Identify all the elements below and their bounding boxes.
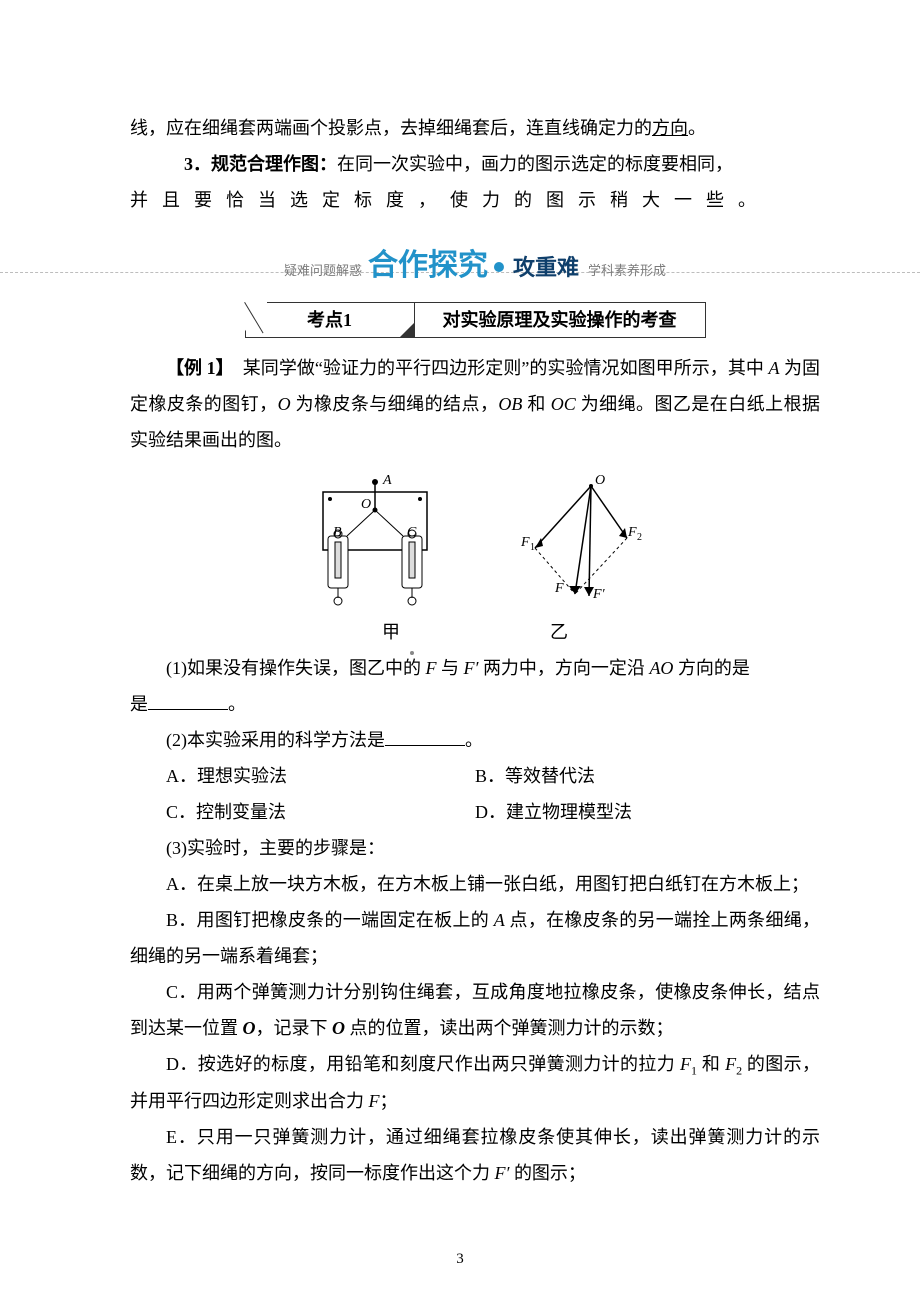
kaodian-badge: 考点1 [245, 302, 415, 338]
t: 和 [697, 1054, 725, 1074]
q2-opt-B: B．等效替代法 [475, 758, 820, 794]
var-O: O [332, 1018, 345, 1038]
q2-num: (2) [166, 730, 187, 750]
section-banner: 疑难问题解惑 合作探究 攻重难 学科素养形成 [130, 232, 820, 278]
t: 和 [522, 394, 550, 414]
t: 两力中，方向一定沿 [478, 658, 649, 678]
t-under: 方向 [652, 118, 688, 138]
q3-D: D．按选好的标度，用铅笔和刻度尺作出两只弹簧测力计的拉力 F1 和 F2 的图示… [130, 1046, 820, 1119]
kaodian-row: 考点1 对实验原理及实验操作的考查 [130, 302, 820, 338]
var-OC: OC [551, 394, 576, 414]
t: ； [380, 1091, 398, 1111]
badge-text: 考点1 [307, 302, 352, 338]
figure-yi: O F1 F2 F F′ [515, 470, 645, 610]
kaodian-title: 对实验原理及实验操作的考查 [415, 302, 706, 338]
t: 点的位置，读出两个弹簧测力计的示数； [345, 1018, 674, 1038]
badge-cut [245, 302, 267, 338]
figure-jia: A O B C [305, 470, 445, 610]
page: 线，应在细绳套两端画个投影点，去掉细绳套后，连直线确定力的方向。 3．规范合理作… [0, 0, 920, 1302]
svg-text:F: F [627, 525, 637, 540]
label: 3．规范合理作图： [184, 154, 337, 174]
q1: (1)如果没有操作失误，图乙中的 F 与 F′ 两力中，方向一定沿 AO 方向的… [130, 650, 820, 686]
blank[interactable] [385, 727, 465, 746]
t: 某同学做“验证力的平行四边形定则”的实验情况如图甲所示，其中 [243, 358, 769, 378]
t: 如果没有操作失误，图乙中的 [187, 658, 426, 678]
var-F2: F [725, 1054, 736, 1074]
t: 本实验采用的科学方法是 [187, 730, 385, 750]
svg-text:F′: F′ [592, 587, 606, 602]
svg-text:1: 1 [530, 542, 535, 553]
q2: (2)本实验采用的科学方法是 。 [130, 722, 820, 758]
q2-opt-A: A．理想实验法 [130, 758, 475, 794]
intro-line-1: 线，应在细绳套两端画个投影点，去掉细绳套后，连直线确定力的方向。 [130, 110, 820, 146]
svg-text:2: 2 [637, 532, 642, 543]
t: 。 [688, 118, 706, 138]
svg-text:A: A [382, 473, 392, 488]
svg-text:O: O [361, 497, 371, 512]
q3-A: A．在桌上放一块方木板，在方木板上铺一张白纸，用图钉把白纸钉在方木板上； [130, 866, 820, 902]
q2-opt-C: C．控制变量法 [130, 794, 475, 830]
figure-captions: 甲 乙 [130, 614, 820, 650]
t: 线，应在细绳套两端画个投影点，去掉细绳套后，连直线确定力的 [130, 118, 652, 138]
q3-E: E．只用一只弹簧测力计，通过细绳套拉橡皮条使其伸长，读出弹簧测力计的示数，记下细… [130, 1119, 820, 1191]
banner-mid: 攻重难 [513, 246, 579, 290]
q1-num: (1) [166, 658, 187, 678]
q2-options-row1: A．理想实验法 B．等效替代法 [130, 758, 820, 794]
q2-options-row2: C．控制变量法 D．建立物理模型法 [130, 794, 820, 830]
t: 实验时，主要的步骤是： [187, 838, 385, 858]
banner-right-small: 学科素养形成 [588, 258, 666, 284]
t: ，记录下 [256, 1018, 333, 1038]
t: 。 [465, 730, 483, 750]
var-O: O [243, 1018, 256, 1038]
var-A: A [494, 910, 505, 930]
t: 。 [228, 694, 246, 714]
var-O: O [278, 394, 291, 414]
intro-item-3: 3．规范合理作图：在同一次实验中，画力的图示选定的标度要相同， [130, 146, 820, 182]
t: B．用图钉把橡皮条的一端固定在板上的 [166, 910, 494, 930]
q3-B: B．用图钉把橡皮条的一端固定在板上的 A 点，在橡皮条的另一端拴上两条细绳，细绳… [130, 902, 820, 974]
t: D．按选好的标度，用铅笔和刻度尺作出两只弹簧测力计的拉力 [166, 1054, 680, 1074]
svg-text:O: O [595, 473, 605, 488]
cap-jia: 甲 [382, 614, 400, 650]
var-F: F [369, 1091, 380, 1111]
t: 方向的是 [673, 658, 750, 678]
var-A: A [768, 358, 779, 378]
t: E．只用一只弹簧测力计，通过细绳套拉橡皮条使其伸长，读出弹簧测力计的示数，记下细… [130, 1127, 820, 1183]
cap-yi: 乙 [550, 614, 568, 650]
intro-item-3b: 并且要恰当选定标度，使力的图示稍大一些。 [130, 182, 820, 218]
var-F: F [426, 658, 437, 678]
q3-C: C．用两个弹簧测力计分别钩住绳套，互成角度地拉橡皮条，使橡皮条伸长，结点到达某一… [130, 974, 820, 1046]
t: 为橡皮条与细绳的结点， [291, 394, 499, 414]
var-Fp: F′ [464, 658, 479, 678]
q1-blank: 是。 [130, 686, 820, 722]
banner-content: 疑难问题解惑 合作探究 攻重难 学科素养形成 [284, 236, 666, 296]
t: 与 [437, 658, 464, 678]
blank[interactable] [148, 691, 228, 710]
figure-row: A O B C [130, 470, 820, 610]
var-AO: AO [649, 658, 673, 678]
banner-left-small: 疑难问题解惑 [284, 258, 362, 284]
var-OB: OB [498, 394, 522, 414]
badge-tri [399, 322, 415, 338]
banner-big: 合作探究 [368, 236, 488, 296]
dot-icon [494, 262, 504, 272]
q2-opt-D: D．建立物理模型法 [475, 794, 820, 830]
kaodian-title-text: 对实验原理及实验操作的考查 [443, 302, 677, 338]
ex-num: 【例 1】 [166, 358, 225, 378]
var-F1: F [680, 1054, 691, 1074]
svg-text:F: F [554, 581, 564, 596]
page-number: 3 [456, 1244, 464, 1274]
text-seg: 在同一次实验中，画力的图示选定的标度要相同， [337, 154, 733, 174]
svg-text:F: F [520, 535, 530, 550]
center-dot [410, 651, 414, 655]
var-Fp: F′ [495, 1163, 510, 1183]
q3: (3)实验时，主要的步骤是： [130, 830, 820, 866]
t: 的图示； [509, 1163, 586, 1183]
example-stem: 【例 1】 某同学做“验证力的平行四边形定则”的实验情况如图甲所示，其中 A 为… [130, 350, 820, 458]
q3-num: (3) [166, 838, 187, 858]
